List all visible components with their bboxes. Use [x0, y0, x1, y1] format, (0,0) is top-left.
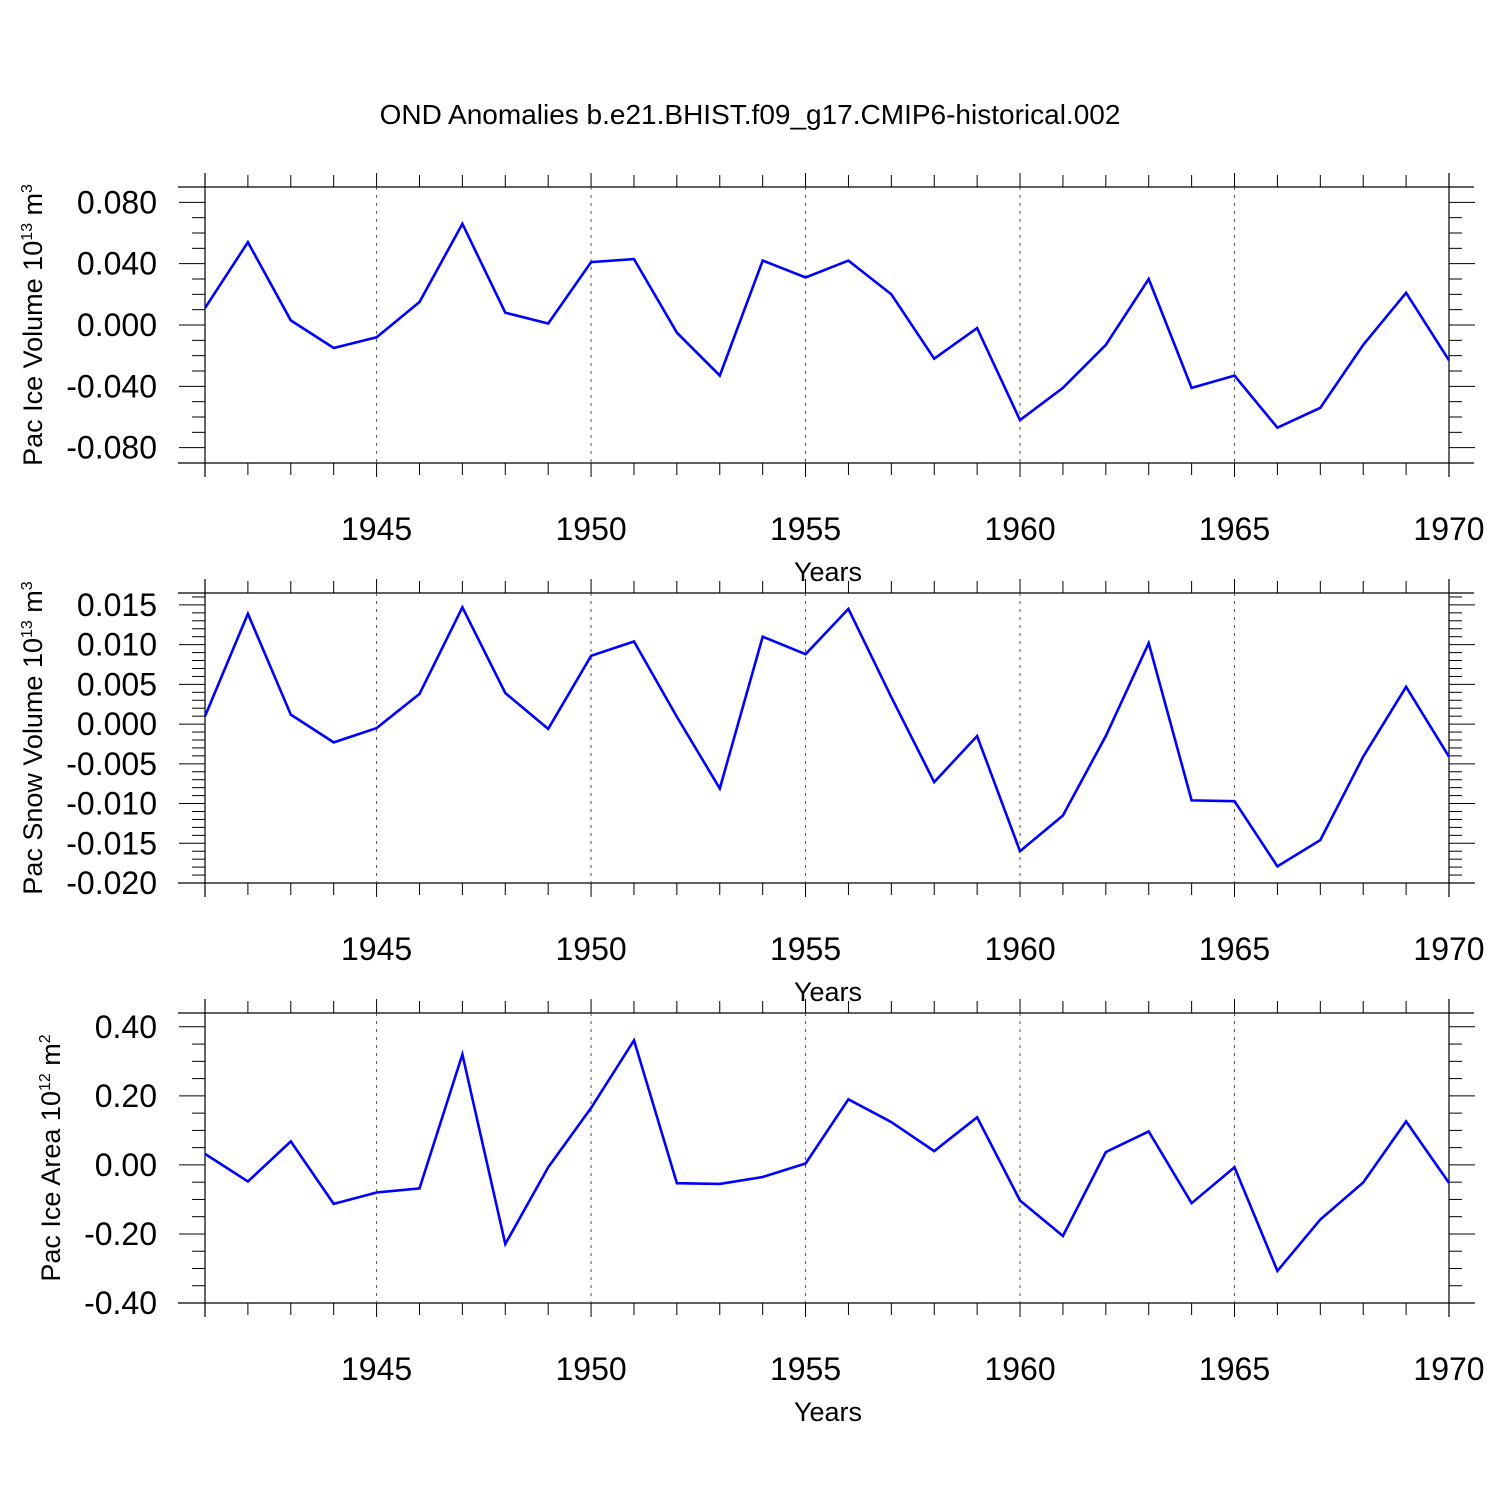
y-tick-label: 0.40 [95, 1009, 157, 1045]
y-tick-label: -0.20 [84, 1216, 157, 1252]
y-tick-label: -0.005 [66, 746, 157, 782]
x-tick-label: 1960 [984, 931, 1055, 967]
y-tick-label: 0.000 [77, 307, 157, 343]
x-tick-label: 1955 [770, 511, 841, 547]
panel-1: 1945 1950 1955 1960 1965 1970 -0.080 -0.040 0.00… [18, 173, 1485, 587]
y-tick-label: 0.005 [77, 666, 157, 702]
series-line [203, 220, 1451, 430]
y-tick-label: -0.010 [66, 786, 157, 822]
y-tick-label: 0.080 [77, 184, 157, 220]
x-tick-label: 1970 [1413, 931, 1484, 967]
y-tick-label: 0.040 [77, 246, 157, 282]
y-tick-label: 0.000 [77, 706, 157, 742]
x-tick-label: 1950 [555, 1351, 626, 1387]
y-tick-label: -0.040 [66, 368, 157, 404]
x-tick-label: 1965 [1199, 931, 1270, 967]
y-tick-label: -0.080 [66, 430, 157, 466]
y-tick-label: 0.20 [95, 1078, 157, 1114]
y-tick-label: 0.00 [95, 1147, 157, 1183]
x-tick-label: 1970 [1413, 1351, 1484, 1387]
panel-2: 1945 1950 1955 1960 1965 1970-0.020-0.015-0.0… [18, 579, 1485, 1007]
panel-3: 1945 1950 1955 1960 1965 1970 -0.40 -0.20 0.00 0.… [36, 999, 1485, 1427]
x-tick-label: 1965 [1199, 511, 1270, 547]
series-line [204, 1037, 1451, 1274]
y-axis-label: Pac Snow Volume 1013 m3 [18, 581, 48, 894]
x-tick-label: 1950 [555, 511, 626, 547]
y-axis-label: Pac Ice Volume 1013 m3 [18, 184, 48, 466]
x-tick-label: 1950 [555, 931, 626, 967]
y-axis-label: Pac Ice Area 1012 m2 [36, 1034, 66, 1281]
y-tick-label: -0.40 [84, 1285, 157, 1321]
x-tick-label: 1970 [1413, 511, 1484, 547]
chart-title: OND Anomalies b.e21.BHIST.f09_g17.CMIP6-… [380, 99, 1121, 130]
x-tick-label: 1960 [984, 511, 1055, 547]
x-tick-label: 1945 [341, 511, 412, 547]
y-tick-label: 0.010 [77, 627, 157, 663]
x-axis-label: Years [794, 1397, 862, 1427]
y-tick-label: -0.015 [66, 825, 157, 861]
y-tick-label: 0.015 [77, 587, 157, 623]
x-axis-label: Years [794, 977, 862, 1007]
series-line [203, 604, 1451, 869]
panels-container: 1945 1950 1955 1960 1965 1970 -0.080 -0.040 0.00… [18, 173, 1485, 1427]
x-tick-label: 1960 [984, 1351, 1055, 1387]
y-tick-label: -0.020 [66, 865, 157, 901]
x-axis-label: Years [794, 557, 862, 587]
x-tick-label: 1945 [341, 931, 412, 967]
x-tick-label: 1955 [770, 1351, 841, 1387]
x-tick-label: 1965 [1199, 1351, 1270, 1387]
x-tick-label: 1945 [341, 1351, 412, 1387]
x-tick-label: 1955 [770, 931, 841, 967]
